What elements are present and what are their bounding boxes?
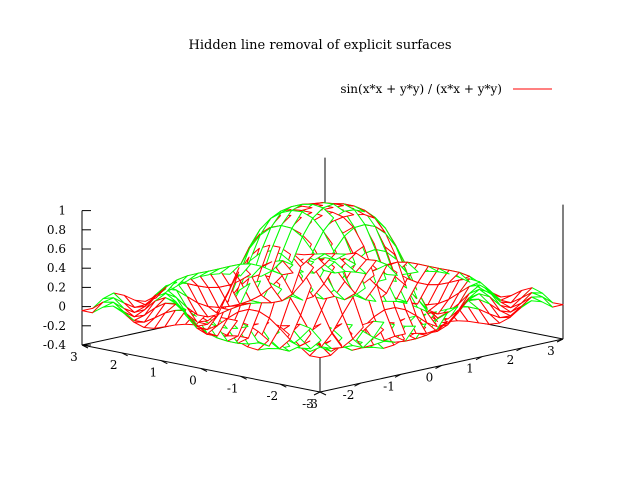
y-tick-mark — [240, 375, 247, 380]
z-tick-label: 0.2 — [47, 280, 66, 294]
y-tick-mark — [121, 352, 128, 357]
y-tick-label: -1 — [227, 381, 239, 395]
x-tick-mark — [516, 347, 523, 352]
surface-mesh — [81, 202, 564, 359]
z-tick-label: 0 — [58, 300, 66, 314]
y-tick-mark — [161, 360, 168, 365]
x-axis-ticks: -3 -2 -1 0 1 2 3 — [302, 338, 564, 411]
x-tick-mark — [354, 382, 361, 387]
z-tick-label: -0.2 — [43, 319, 66, 333]
x-tick-label: 1 — [466, 362, 474, 376]
surface-facet — [81, 301, 104, 314]
y-tick-mark — [81, 344, 89, 349]
legend-label: sin(x*x + y*y) / (x*x + y*y) — [340, 82, 502, 96]
y-tick-label: 0 — [189, 374, 197, 388]
y-tick-label: 3 — [70, 350, 78, 364]
x-tick-mark — [435, 365, 442, 369]
y-tick-label: -2 — [266, 389, 278, 403]
y-tick-label: 1 — [150, 366, 158, 380]
legend: sin(x*x + y*y) / (x*x + y*y) — [340, 82, 552, 96]
z-axis-ticks: 1 0.8 0.6 0.4 0.2 0 -0.2 -0.4 — [43, 204, 91, 352]
x-tick-label: 3 — [547, 344, 555, 358]
y-tick-mark — [200, 368, 208, 372]
z-tick-label: -0.4 — [43, 338, 67, 352]
y-tick-label: 2 — [110, 358, 118, 372]
z-tick-label: 0.8 — [47, 223, 66, 237]
x-tick-mark — [475, 356, 483, 361]
x-tick-label: -1 — [383, 379, 395, 393]
x-tick-label: -3 — [302, 397, 314, 411]
z-tick-label: 0.4 — [47, 261, 66, 275]
y-tick-mark — [319, 391, 327, 396]
chart-title: Hidden line removal of explicit surfaces — [189, 38, 452, 53]
y-tick-mark — [280, 383, 287, 388]
z-tick-label: 1 — [58, 204, 66, 218]
x-tick-mark — [556, 338, 564, 343]
x-tick-label: -2 — [343, 388, 355, 402]
x-tick-label: 0 — [426, 371, 434, 385]
y-tick-label: -3 — [306, 397, 318, 411]
x-tick-label: 2 — [507, 353, 515, 367]
x-tick-mark — [313, 391, 321, 396]
y-axis-ticks: -3 -2 -1 0 1 2 3 — [70, 344, 327, 411]
x-tick-mark — [394, 373, 402, 378]
z-tick-label: 0.6 — [47, 242, 66, 256]
